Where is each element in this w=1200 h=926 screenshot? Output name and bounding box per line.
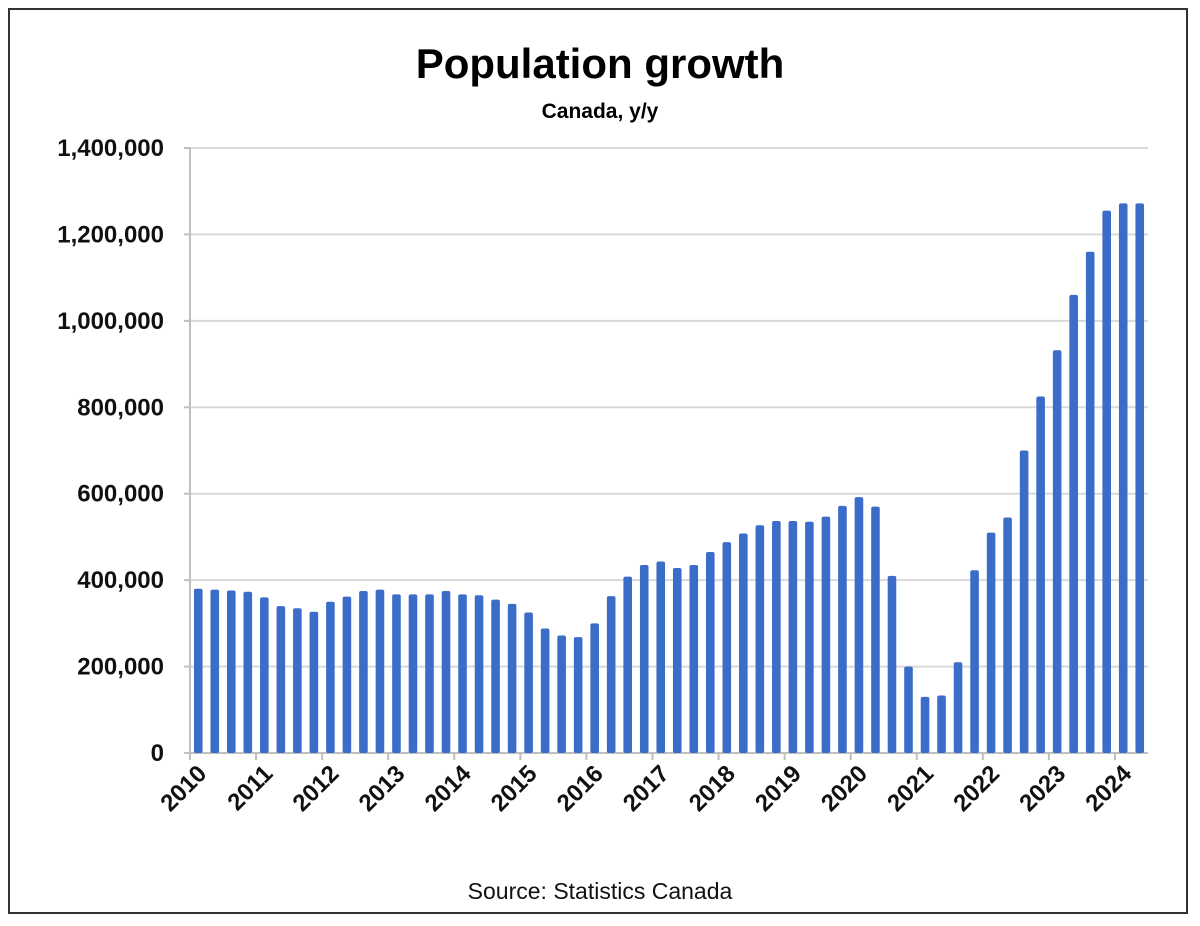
bar (1102, 210, 1112, 754)
bar (342, 596, 352, 753)
x-tick-label: 2010 (155, 760, 212, 817)
bar (309, 611, 319, 753)
bar (260, 597, 269, 753)
bar (441, 590, 451, 753)
x-tick-label: 2014 (420, 760, 477, 817)
bar (1118, 203, 1128, 754)
bar (821, 516, 831, 753)
bar (986, 532, 996, 753)
chart-title: Population growth (415, 40, 785, 87)
bar (656, 561, 666, 753)
bar (970, 570, 979, 753)
bar (672, 568, 682, 753)
bar (524, 612, 533, 753)
bar (474, 595, 484, 753)
bar (425, 594, 434, 753)
bar (937, 695, 946, 753)
x-tick-label: 2016 (552, 760, 609, 817)
bar (739, 533, 748, 753)
y-tick-label: 600,000 (77, 481, 164, 508)
bar (871, 506, 880, 753)
y-tick-label: 1,200,000 (57, 221, 164, 248)
bar (375, 589, 385, 753)
bar (705, 552, 715, 753)
bar (639, 565, 649, 753)
bar (755, 525, 765, 753)
bar (359, 590, 368, 753)
bar (293, 608, 302, 753)
bar (276, 606, 286, 753)
bar (788, 520, 798, 753)
bar (920, 696, 930, 753)
bar (392, 594, 401, 753)
bar (1036, 396, 1045, 753)
bar (1019, 450, 1029, 753)
x-tick-label: 2020 (816, 760, 873, 817)
y-tick-label: 1,400,000 (57, 135, 164, 162)
bar (540, 628, 550, 753)
x-tick-label: 2018 (684, 760, 741, 817)
x-tick-label: 2017 (618, 760, 675, 817)
y-tick-label: 1,000,000 (57, 308, 164, 335)
bar (326, 601, 335, 753)
y-tick-label: 0 (151, 740, 164, 767)
bar (623, 576, 633, 753)
bar (887, 575, 897, 753)
bar (854, 497, 864, 753)
chart-subtitle: Canada, y/y (541, 100, 659, 123)
x-tick-label: 2015 (486, 760, 543, 817)
x-tick-label: 2022 (948, 760, 1005, 817)
bar (1069, 294, 1078, 753)
x-tick-label: 2019 (750, 760, 807, 817)
bar (243, 591, 253, 753)
y-tick-label: 800,000 (77, 394, 164, 421)
bar (805, 521, 814, 753)
bar (722, 542, 732, 753)
x-tick-label: 2024 (1080, 760, 1137, 817)
x-tick-label: 2012 (288, 760, 345, 817)
bar (507, 603, 517, 753)
bar (557, 635, 566, 753)
bar (838, 505, 847, 753)
bar (491, 599, 500, 753)
bar (1003, 517, 1012, 753)
x-tick-label: 2011 (222, 760, 278, 816)
bar (458, 594, 467, 753)
bar (590, 623, 599, 753)
bar (193, 588, 203, 753)
chart-source: Source: Statistics Canada (467, 878, 733, 904)
bar (689, 565, 699, 753)
y-tick-label: 400,000 (77, 567, 164, 594)
bar (1085, 251, 1095, 753)
bar (573, 637, 583, 753)
bar (226, 590, 236, 753)
bar (1052, 350, 1062, 753)
bar (210, 589, 220, 753)
bar (1135, 203, 1145, 754)
bar (904, 666, 913, 753)
x-tick-label: 2021 (882, 760, 939, 817)
bar (953, 662, 963, 753)
y-tick-label: 200,000 (77, 654, 164, 681)
chart-frame (8, 8, 1188, 914)
x-tick-label: 2013 (354, 760, 411, 817)
bar (606, 596, 616, 753)
bar (408, 594, 418, 753)
bar (772, 520, 781, 753)
x-tick-label: 2023 (1014, 760, 1071, 817)
